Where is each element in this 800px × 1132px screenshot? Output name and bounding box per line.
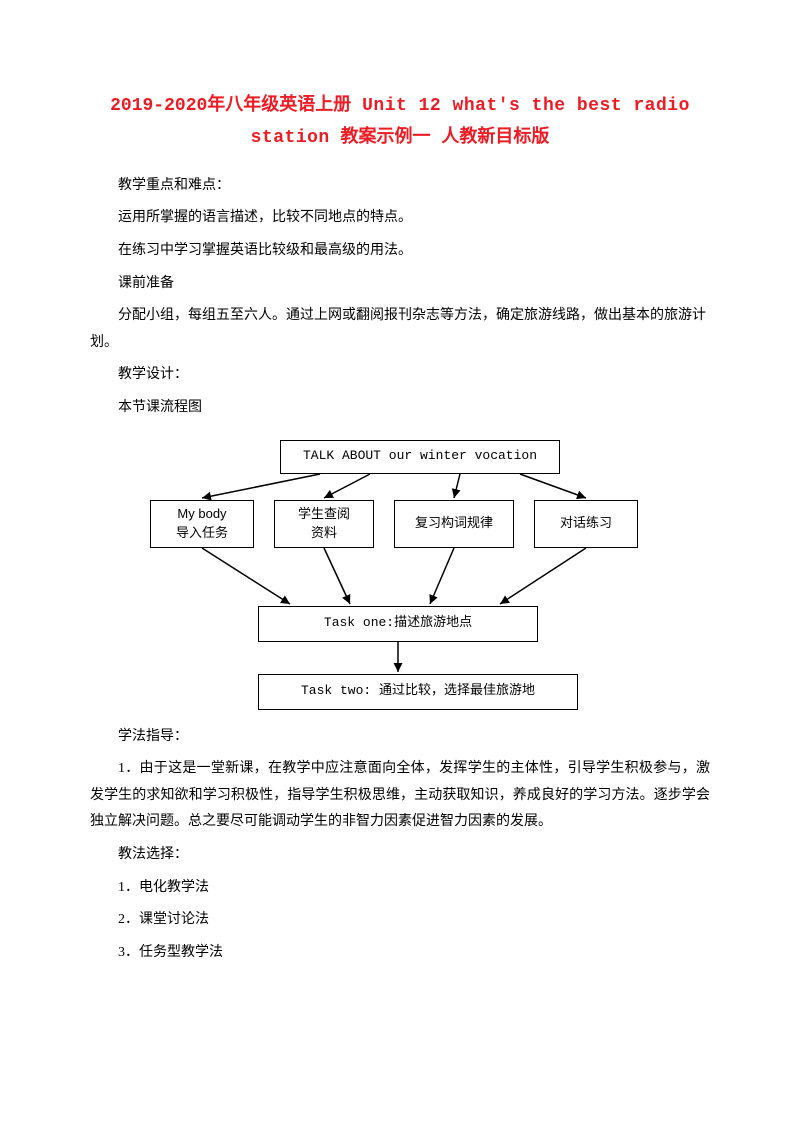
heading-design: 教学设计： [90,362,710,389]
heading-keypoints: 教学重点和难点： [90,173,710,200]
flow-node-task-two: Task two: 通过比较，选择最佳旅游地 [258,674,578,710]
heading-preparation: 课前准备 [90,271,710,298]
flow-node-top: TALK ABOUT our winter vocation [280,440,560,474]
method-1: 1．电化教学法 [90,875,710,902]
flow-node-mybody: My body 导入任务 [150,500,254,548]
heading-flowchart: 本节课流程图 [90,395,710,422]
para-study-guide-1: 1．由于这是一堂新课，在教学中应注意面向全体，发挥学生的主体性，引导学生积极参与… [90,756,710,836]
document-title: 2019-2020年八年级英语上册 Unit 12 what's the bes… [90,90,710,155]
flow-node-task-one: Task one:描述旅游地点 [258,606,538,642]
flow-node-review: 复习构词规律 [394,500,514,548]
flow-node-dialogue: 对话练习 [534,500,638,548]
para-describe: 运用所掌握的语言描述，比较不同地点的特点。 [90,205,710,232]
heading-teaching-method: 教法选择： [90,842,710,869]
para-groups: 分配小组，每组五至六人。通过上网或翻阅报刊杂志等方法，确定旅游线路，做出基本的旅… [90,303,710,356]
heading-study-guide: 学法指导： [90,724,710,751]
method-3: 3．任务型教学法 [90,940,710,967]
flowchart: TALK ABOUT our winter vocation My body 导… [150,440,650,710]
method-2: 2．课堂讨论法 [90,907,710,934]
para-practice: 在练习中学习掌握英语比较级和最高级的用法。 [90,238,710,265]
flowchart-connectors [150,440,650,710]
title-line1-en: Unit 12 what's the best radio [362,96,690,116]
title-line2-en: station [251,128,330,148]
flow-node-lookup: 学生查阅 资料 [274,500,374,548]
title-line1-pre: 2019-2020年八年级英语上册 [110,96,362,116]
title-line2-post: 教案示例一 人教新目标版 [330,128,550,148]
